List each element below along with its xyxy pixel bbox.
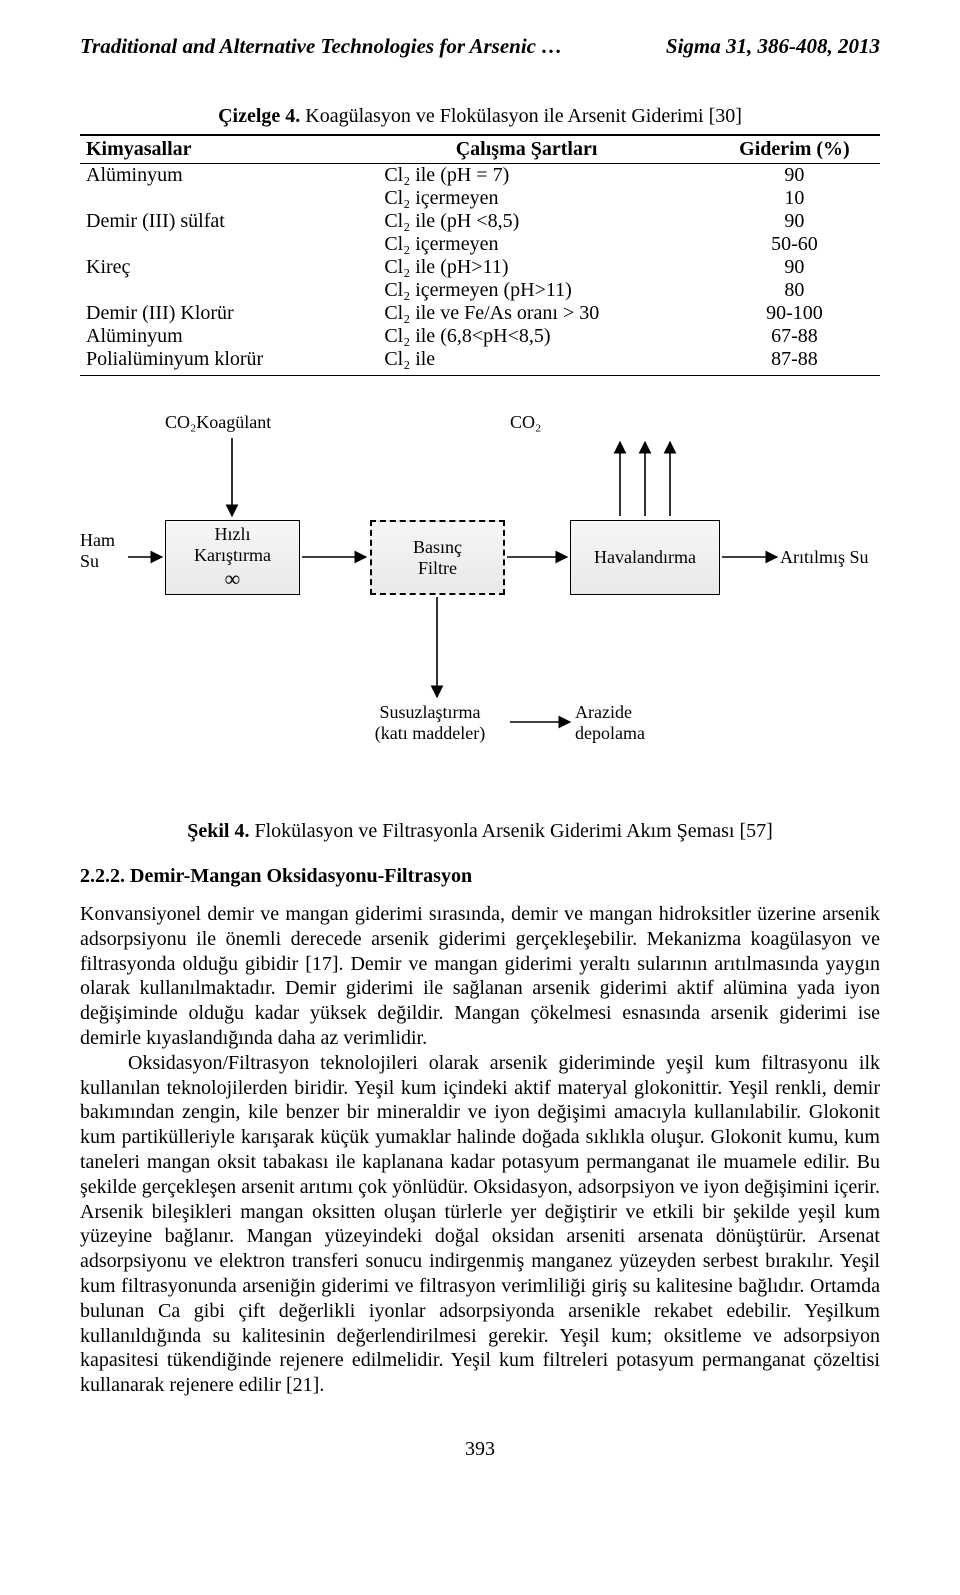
label-su: Su — [80, 551, 99, 571]
section-heading: 2.2.2. Demir-Mangan Oksidasyonu-Filtrasy… — [80, 865, 880, 888]
table-caption-text: Koagülasyon ve Flokülasyon ile Arsenit G… — [300, 105, 742, 127]
cell-chem: Alüminyum — [80, 325, 344, 348]
figure-caption-label: Şekil 4. — [187, 820, 249, 842]
running-header-left: Traditional and Alternative Technologies… — [80, 34, 562, 59]
cell-cond: Cl₂ ile (pH = 7) — [344, 164, 708, 188]
table-row: Polialüminyum klorür Cl₂ ile 87-88 — [80, 348, 880, 376]
box-mix-line2: Karıştırma — [194, 545, 271, 566]
label-susuz: Susuzlaştırma (katı maddeler) — [355, 702, 505, 743]
cell-cond: Cl₂ içermeyen (pH>11) — [344, 279, 708, 302]
cell-val: 10 — [709, 187, 880, 210]
cell-cond: Cl₂ ile (pH>11) — [344, 256, 708, 279]
cell-chem: Demir (III) sülfat — [80, 210, 344, 233]
col-header-chem: Kimyasallar — [80, 135, 344, 164]
box-filter: Basınç Filtre — [370, 520, 505, 595]
label-arazide: Arazide depolama — [575, 702, 695, 743]
table-row: Demir (III) sülfat Cl₂ ile (pH <8,5) 90 — [80, 210, 880, 233]
page-number: 393 — [80, 1438, 880, 1461]
cell-val: 90 — [709, 210, 880, 233]
label-ham: Ham — [80, 530, 115, 550]
cell-cond: Cl₂ ile (6,8<pH<8,5) — [344, 325, 708, 348]
table-caption-label: Çizelge 4. — [218, 105, 300, 127]
table-row: Demir (III) Klorür Cl₂ ile ve Fe/As oran… — [80, 302, 880, 325]
cell-val: 80 — [709, 279, 880, 302]
label-arazide-1: Arazide — [575, 702, 632, 722]
cell-chem: Alüminyum — [80, 164, 344, 188]
cell-chem — [80, 233, 344, 256]
box-mix: Hızlı Karıştırma ∞ — [165, 520, 300, 595]
data-table: Kimyasallar Çalışma Şartları Giderim (%)… — [80, 134, 880, 376]
cell-cond: Cl₂ ile (pH <8,5) — [344, 210, 708, 233]
flow-diagram: CO₂Koagülant CO₂ Ham Su Hızlı Karıştırma… — [80, 412, 880, 812]
cell-val: 67-88 — [709, 325, 880, 348]
figure-caption: Şekil 4. Flokülasyon ve Filtrasyonla Ars… — [80, 820, 880, 843]
table-caption: Çizelge 4. Koagülasyon ve Flokülasyon il… — [80, 105, 880, 128]
col-header-val: Giderim (%) — [709, 135, 880, 164]
table-row: Kireç Cl₂ ile (pH>11) 90 — [80, 256, 880, 279]
cell-chem — [80, 187, 344, 210]
table-row: Cl₂ içermeyen (pH>11) 80 — [80, 279, 880, 302]
cell-val: 90-100 — [709, 302, 880, 325]
cell-chem: Polialüminyum klorür — [80, 348, 344, 376]
cell-val: 87-88 — [709, 348, 880, 376]
box-mix-line1: Hızlı — [215, 524, 251, 545]
box-air: Havalandırma — [570, 520, 720, 595]
table-row: Alüminyum Cl₂ ile (6,8<pH<8,5) 67-88 — [80, 325, 880, 348]
box-filter-line1: Basınç — [413, 537, 462, 558]
table-row: Cl₂ içermeyen 10 — [80, 187, 880, 210]
running-header: Traditional and Alternative Technologies… — [80, 34, 880, 59]
col-header-cond: Çalışma Şartları — [344, 135, 708, 164]
running-header-right: Sigma 31, 386-408, 2013 — [666, 34, 880, 59]
label-ham-su: Ham Su — [80, 530, 126, 571]
label-susuz-2: (katı maddeler) — [375, 723, 485, 743]
cell-val: 90 — [709, 164, 880, 188]
figure-caption-text: Flokülasyon ve Filtrasyonla Arsenik Gide… — [249, 820, 772, 842]
cell-cond: Cl₂ ile ve Fe/As oranı > 30 — [344, 302, 708, 325]
cell-cond: Cl₂ ile — [344, 348, 708, 376]
label-co2-koagulant: CO₂Koagülant — [165, 412, 305, 433]
infinity-icon: ∞ — [225, 566, 241, 592]
body-text: Konvansiyonel demir ve mangan giderimi s… — [80, 902, 880, 1398]
label-aritilmis-su: Arıtılmış Su — [780, 547, 890, 568]
table-row: Alüminyum Cl₂ ile (pH = 7) 90 — [80, 164, 880, 188]
cell-chem: Demir (III) Klorür — [80, 302, 344, 325]
cell-chem — [80, 279, 344, 302]
box-air-line1: Havalandırma — [594, 547, 696, 568]
paragraph: Oksidasyon/Filtrasyon teknolojileri olar… — [80, 1051, 880, 1398]
cell-cond: Cl₂ içermeyen — [344, 187, 708, 210]
arrows-overlay — [80, 412, 880, 812]
label-susuz-1: Susuzlaştırma — [380, 702, 481, 722]
cell-cond: Cl₂ içermeyen — [344, 233, 708, 256]
paragraph: Konvansiyonel demir ve mangan giderimi s… — [80, 902, 880, 1051]
box-filter-line2: Filtre — [418, 558, 457, 579]
cell-chem: Kireç — [80, 256, 344, 279]
label-arazide-2: depolama — [575, 723, 645, 743]
table-row: Cl₂ içermeyen 50-60 — [80, 233, 880, 256]
label-co2: CO₂ — [510, 412, 570, 433]
cell-val: 50-60 — [709, 233, 880, 256]
cell-val: 90 — [709, 256, 880, 279]
